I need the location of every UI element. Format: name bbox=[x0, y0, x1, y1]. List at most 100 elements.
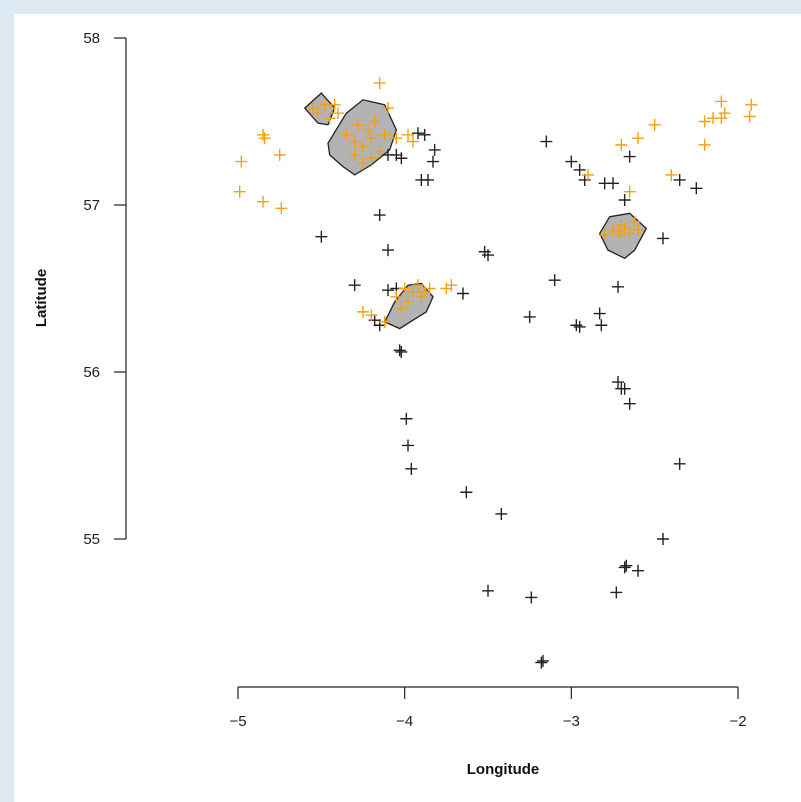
data-point-s1-5 bbox=[395, 152, 408, 165]
data-point-s2-43 bbox=[698, 138, 711, 151]
data-point-s1-10 bbox=[540, 135, 553, 148]
data-point-s2-15 bbox=[378, 128, 391, 141]
y-tick-label-56: 56 bbox=[83, 364, 100, 381]
data-point-s2-1 bbox=[307, 102, 319, 115]
data-point-s2-21 bbox=[402, 128, 414, 141]
data-point-s1-37 bbox=[373, 319, 386, 332]
data-point-s2-56 bbox=[407, 285, 419, 298]
data-point-s2-66 bbox=[365, 309, 378, 322]
y-axis-title: Latitude bbox=[33, 269, 50, 327]
data-point-s1-15 bbox=[607, 177, 619, 190]
data-point-s2-60 bbox=[412, 279, 424, 292]
data-point-s2-59 bbox=[395, 302, 408, 315]
data-point-s2-5 bbox=[328, 98, 341, 111]
data-point-s2-32 bbox=[623, 185, 636, 198]
data-point-s2-63 bbox=[440, 282, 453, 295]
data-point-s1-17 bbox=[618, 193, 631, 206]
data-point-s2-9 bbox=[352, 118, 364, 131]
data-point-s1-57 bbox=[610, 586, 623, 599]
data-point-s1-38 bbox=[368, 314, 381, 327]
data-point-s1-43 bbox=[618, 382, 631, 395]
scatter-plot: 55 56 57 58 −5 −4 −3 −2 Longitude Latitude bbox=[33, 30, 758, 778]
data-point-s2-58 bbox=[402, 295, 414, 308]
data-point-s2-67 bbox=[378, 315, 391, 328]
data-point-s1-22 bbox=[382, 244, 394, 257]
x-tick-label--5: −5 bbox=[229, 713, 246, 730]
data-point-s1-52 bbox=[618, 561, 631, 574]
data-point-s1-41 bbox=[612, 376, 624, 389]
data-point-s2-7 bbox=[340, 128, 353, 141]
data-point-s2-65 bbox=[357, 305, 369, 318]
x-tick-label--2: −2 bbox=[729, 713, 746, 730]
data-point-s1-59 bbox=[537, 654, 549, 667]
data-point-s1-39 bbox=[395, 345, 408, 358]
data-point-s1-33 bbox=[573, 320, 586, 333]
data-point-s1-47 bbox=[402, 439, 414, 452]
data-point-s2-40 bbox=[715, 95, 728, 108]
data-point-s2-38 bbox=[715, 112, 728, 125]
data-point-s1-24 bbox=[482, 249, 494, 262]
data-point-s2-17 bbox=[357, 157, 369, 170]
data-point-s1-54 bbox=[632, 564, 644, 577]
x-tick-label--3: −3 bbox=[563, 713, 580, 730]
data-point-s2-36 bbox=[698, 115, 711, 128]
data-point-s2-23 bbox=[390, 132, 403, 145]
data-point-s2-24 bbox=[257, 128, 269, 141]
density-region-1 bbox=[303, 92, 336, 126]
data-point-s1-40 bbox=[393, 344, 406, 357]
data-point-s2-29 bbox=[257, 195, 269, 208]
y-tick-label-55: 55 bbox=[83, 531, 100, 548]
data-point-s1-36 bbox=[595, 319, 608, 332]
axes: 55 56 57 58 −5 −4 −3 −2 bbox=[83, 30, 746, 730]
data-point-s1-7 bbox=[427, 155, 439, 168]
data-point-s1-44 bbox=[623, 397, 636, 410]
data-point-s1-29 bbox=[382, 284, 394, 297]
data-point-s2-6 bbox=[332, 107, 344, 120]
data-point-s2-52 bbox=[628, 215, 641, 228]
data-point-s1-58 bbox=[535, 656, 548, 669]
data-point-s2-49 bbox=[607, 224, 619, 237]
data-point-s1-25 bbox=[657, 232, 669, 245]
data-point-s2-18 bbox=[365, 152, 378, 165]
data-point-s2-54 bbox=[390, 290, 403, 303]
data-point-s2-44 bbox=[665, 168, 678, 181]
data-point-s2-64 bbox=[445, 279, 458, 292]
data-point-s1-27 bbox=[548, 274, 561, 287]
data-point-s1-32 bbox=[523, 310, 536, 323]
data-point-s2-48 bbox=[623, 227, 636, 240]
data-point-s1-28 bbox=[348, 279, 361, 292]
data-point-s2-25 bbox=[258, 132, 271, 145]
data-point-s1-31 bbox=[457, 287, 469, 300]
data-point-s1-45 bbox=[673, 457, 686, 470]
data-point-s2-50 bbox=[598, 229, 611, 242]
data-point-s1-3 bbox=[418, 128, 431, 141]
data-point-s2-41 bbox=[745, 98, 758, 111]
data-point-s1-13 bbox=[578, 173, 591, 186]
data-point-s2-4 bbox=[323, 112, 336, 125]
data-point-s2-19 bbox=[373, 77, 386, 90]
data-point-s2-51 bbox=[632, 224, 644, 237]
data-point-s1-56 bbox=[525, 591, 538, 604]
data-point-s1-20 bbox=[373, 209, 386, 222]
data-point-s2-31 bbox=[582, 168, 594, 181]
data-point-s1-9 bbox=[422, 173, 434, 186]
data-point-s1-49 bbox=[460, 486, 473, 499]
data-point-s2-27 bbox=[235, 155, 248, 168]
data-point-s2-33 bbox=[615, 138, 628, 151]
data-point-s2-35 bbox=[648, 118, 661, 131]
data-point-s2-55 bbox=[398, 282, 411, 295]
density-region-3 bbox=[598, 212, 648, 260]
data-point-s1-12 bbox=[573, 163, 586, 176]
data-point-s1-26 bbox=[612, 280, 624, 293]
data-point-s1-21 bbox=[315, 230, 328, 243]
y-tick-label-58: 58 bbox=[83, 30, 100, 47]
data-point-s2-14 bbox=[373, 145, 386, 158]
data-point-s1-4 bbox=[390, 148, 403, 161]
data-point-s1-51 bbox=[657, 533, 669, 545]
data-point-s1-53 bbox=[620, 559, 633, 572]
data-point-s2-10 bbox=[357, 140, 369, 153]
data-point-s1-55 bbox=[482, 584, 494, 597]
data-point-s1-6 bbox=[428, 143, 441, 156]
data-point-s1-11 bbox=[565, 155, 578, 168]
density-regions bbox=[303, 92, 648, 330]
